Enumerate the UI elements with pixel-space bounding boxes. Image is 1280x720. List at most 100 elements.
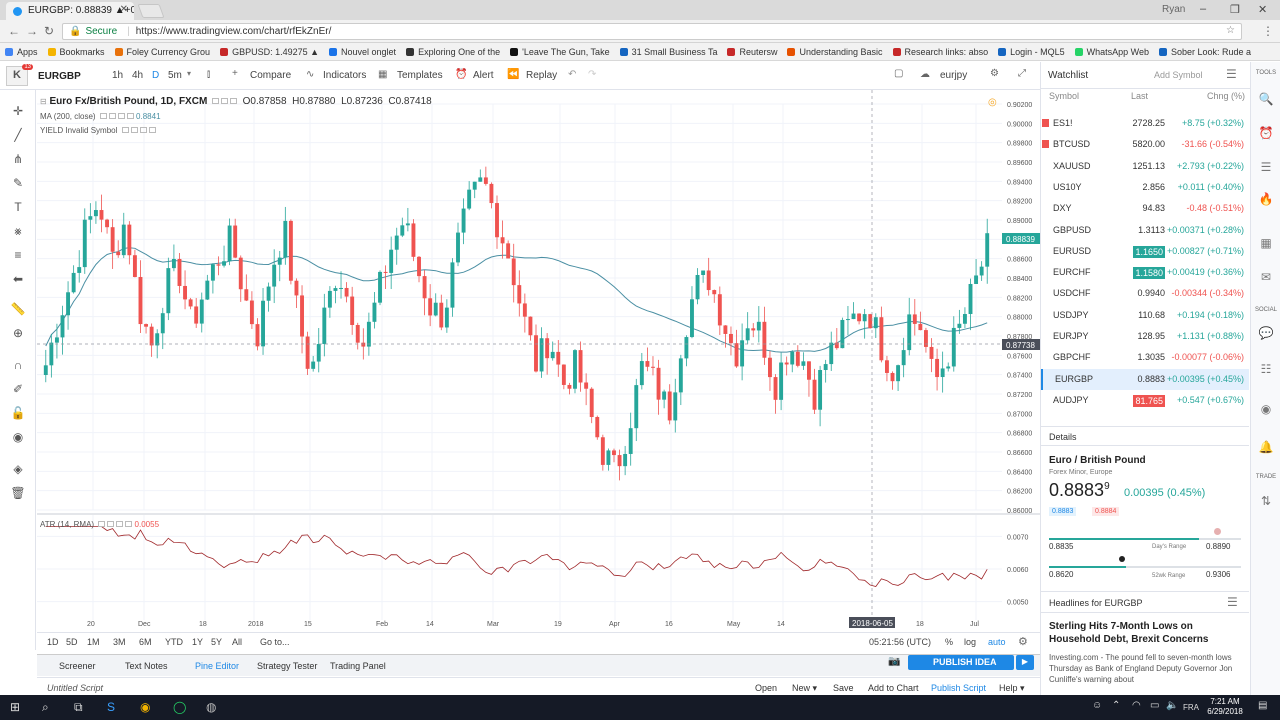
bookmark-item[interactable]: Research links: abso [888,43,994,57]
maximize-icon[interactable]: ❐ [1230,4,1240,16]
watchlist-row[interactable]: USDJPY 110.68 +0.194 (+0.18%) [1041,305,1249,326]
snapshot-camera-icon[interactable]: 📷 [888,656,901,667]
pattern-icon[interactable]: ⨳ [14,224,22,238]
interval-1h[interactable]: 1h [112,70,124,81]
network-icon[interactable]: ▭ [1150,700,1160,711]
bid-price[interactable]: 0.8883 [1049,507,1077,516]
interval-dropdown-icon[interactable]: ▾ [187,69,192,78]
close-tab-icon[interactable]: ✕ [119,4,128,15]
interval-4h[interactable]: 4h [132,70,144,81]
object-tree-icon[interactable]: ◈ [13,462,23,476]
notifications-icon[interactable]: ✉ [1260,270,1272,284]
watchlist-row[interactable]: GBPUSD 1.3113 +0.00371 (+0.28%) [1041,220,1249,241]
chart-settings-icon[interactable]: ⚙ [1018,636,1028,648]
magnet-icon[interactable]: ∩ [13,358,23,372]
crosshair-icon[interactable]: ✛ [12,104,24,118]
bookmark-item[interactable]: Nouvel onglet [324,43,401,57]
profile-name[interactable]: Ryan [1162,4,1186,15]
tab-screener[interactable]: Screener [59,661,96,671]
compare-button[interactable]: Compare [250,70,292,81]
cloud-icon[interactable]: ☁ [920,69,930,80]
broadcast-icon[interactable]: ◉ [1260,402,1272,416]
alert-bell-icon[interactable]: 🔔 [1258,440,1274,454]
watchlist-menu-icon[interactable]: ☰ [1226,67,1237,81]
replay-button[interactable]: Replay [526,70,558,81]
brush-icon[interactable]: ✎ [12,176,24,190]
editor-help[interactable]: Help ▾ [999,683,1025,693]
price-axis[interactable]: 0.90200 0.90000 0.89800 0.89600 0.89400 0.892… [1007,102,1032,515]
editor-new[interactable]: New ▾ [792,683,818,693]
lock-drawings-icon[interactable]: 🔓 [10,406,26,420]
watchlist-row[interactable]: EURCHF 1.1580 +0.00419 (+0.36%) [1041,262,1249,283]
editor-publish-script[interactable]: Publish Script [931,683,987,693]
fullscreen-box-icon[interactable]: ▢ [894,68,904,79]
url-omnibox[interactable]: 🔒 Secure | https://www.tradingview.com/char… [62,23,1242,40]
skype-icon[interactable]: S [107,700,116,714]
windows-start-icon[interactable]: ⊞ [10,700,21,714]
watchlist-icon[interactable]: 🔍 [1258,92,1274,106]
indicators-button[interactable]: Indicators [323,70,367,81]
indicators-icon[interactable]: ∿ [306,69,315,80]
back-icon[interactable]: ← [8,24,20,38]
price-chart[interactable]: 0.90200 0.90000 0.89800 0.89600 0.89400 0.892… [37,90,1040,630]
templates-icon[interactable]: ▦ [378,69,388,80]
watchlist-row[interactable]: EURJPY 128.95 +1.131 (+0.88%) [1041,326,1249,347]
app-icon[interactable]: ◍ [206,700,217,714]
bookmark-item[interactable]: Login - MQL5 [993,43,1070,57]
watchlist-row[interactable]: USDCHF 0.9940 -0.00344 (-0.34%) [1041,283,1249,304]
collapse-legend-icon[interactable]: ⊟ [40,97,47,106]
alert-clock-icon[interactable]: ⏰ [455,69,468,80]
bookmark-item[interactable]: 'Leave The Gun, Take [505,43,614,57]
script-name[interactable]: Untitled Script [47,683,104,693]
close-window-icon[interactable]: ✕ [1258,4,1268,16]
redo-icon[interactable]: ↷ [588,69,597,80]
language-indicator[interactable]: FRA [1183,703,1199,712]
action-center-icon[interactable]: ▤ [1258,700,1268,711]
minimize-icon[interactable]: – [1200,3,1207,15]
templates-button[interactable]: Templates [397,70,443,81]
watchlist-row[interactable]: AUDJPY 81.765 +0.547 (+0.67%) [1041,390,1249,411]
watchlist-row[interactable]: EURGBP 0.8883 +0.00395 (+0.45%) [1041,368,1249,390]
data-window-icon[interactable]: ☰ [1260,160,1272,174]
volume-icon[interactable]: 🔈 [1166,700,1179,711]
hide-drawings-icon[interactable]: ◉ [12,430,24,444]
new-tab-button[interactable] [137,4,165,18]
tab-trading-panel[interactable]: Trading Panel [330,661,386,671]
task-view-icon[interactable]: ⧉ [74,700,83,714]
range-ytd[interactable]: YTD [165,637,183,647]
flag-icon[interactable] [1042,140,1049,149]
symbol-search-input[interactable] [38,68,98,84]
bookmark-item[interactable]: Understanding Basic [782,43,887,57]
headlines-header[interactable]: Headlines for EURGBP ☰ [1041,591,1249,613]
browser-tab[interactable]: EURGBP: 0.88839 ▲+0.45 ✕ [6,2,134,20]
log-scale-toggle[interactable]: log [964,637,977,647]
range-5y[interactable]: 5Y [211,637,223,647]
percent-scale-toggle[interactable]: % [945,637,954,647]
details-header[interactable]: Details [1041,426,1249,446]
editor-add-to-chart[interactable]: Add to Chart [868,683,919,693]
arrow-back-icon[interactable]: ⬅ [12,272,24,286]
ma-legend[interactable]: MA (200, close) 0.8841 [40,112,161,121]
chrome-menu-icon[interactable]: ⋮ [1262,24,1274,38]
col-last[interactable]: Last [1131,91,1149,101]
ruler-icon[interactable]: 📏 [10,302,26,316]
info-warning-icon[interactable]: ◎ [988,97,997,108]
range-1m[interactable]: 1M [87,637,100,647]
col-change[interactable]: Chng (%) [1207,91,1246,101]
reload-icon[interactable]: ↻ [44,24,55,38]
watchlist-title[interactable]: Watchlist [1048,70,1089,81]
compare-plus-icon[interactable]: + [232,68,238,79]
watchlist-row[interactable]: XAUUSD 1251.13 +2.793 (+0.22%) [1041,156,1249,177]
stay-drawing-icon[interactable]: ✐ [12,382,24,396]
bookmark-item[interactable]: Bookmarks [43,43,110,57]
text-tool-icon[interactable]: T [14,200,22,214]
alert-button[interactable]: Alert [473,70,494,81]
undo-icon[interactable]: ↶ [568,69,577,80]
headline-snippet[interactable]: Investing.com - The pound fell to seven-… [1049,653,1233,684]
replay-icon[interactable]: ⏪ [507,69,520,80]
headlines-menu-icon[interactable]: ☰ [1227,595,1238,609]
watchlist-row[interactable]: GBPCHF 1.3035 -0.00077 (-0.06%) [1041,347,1249,368]
hotlists-flame-icon[interactable]: 🔥 [1258,192,1274,206]
watchlist-row[interactable]: US10Y 2.856 +0.011 (+0.40%) [1041,177,1249,198]
editor-open[interactable]: Open [755,683,778,693]
